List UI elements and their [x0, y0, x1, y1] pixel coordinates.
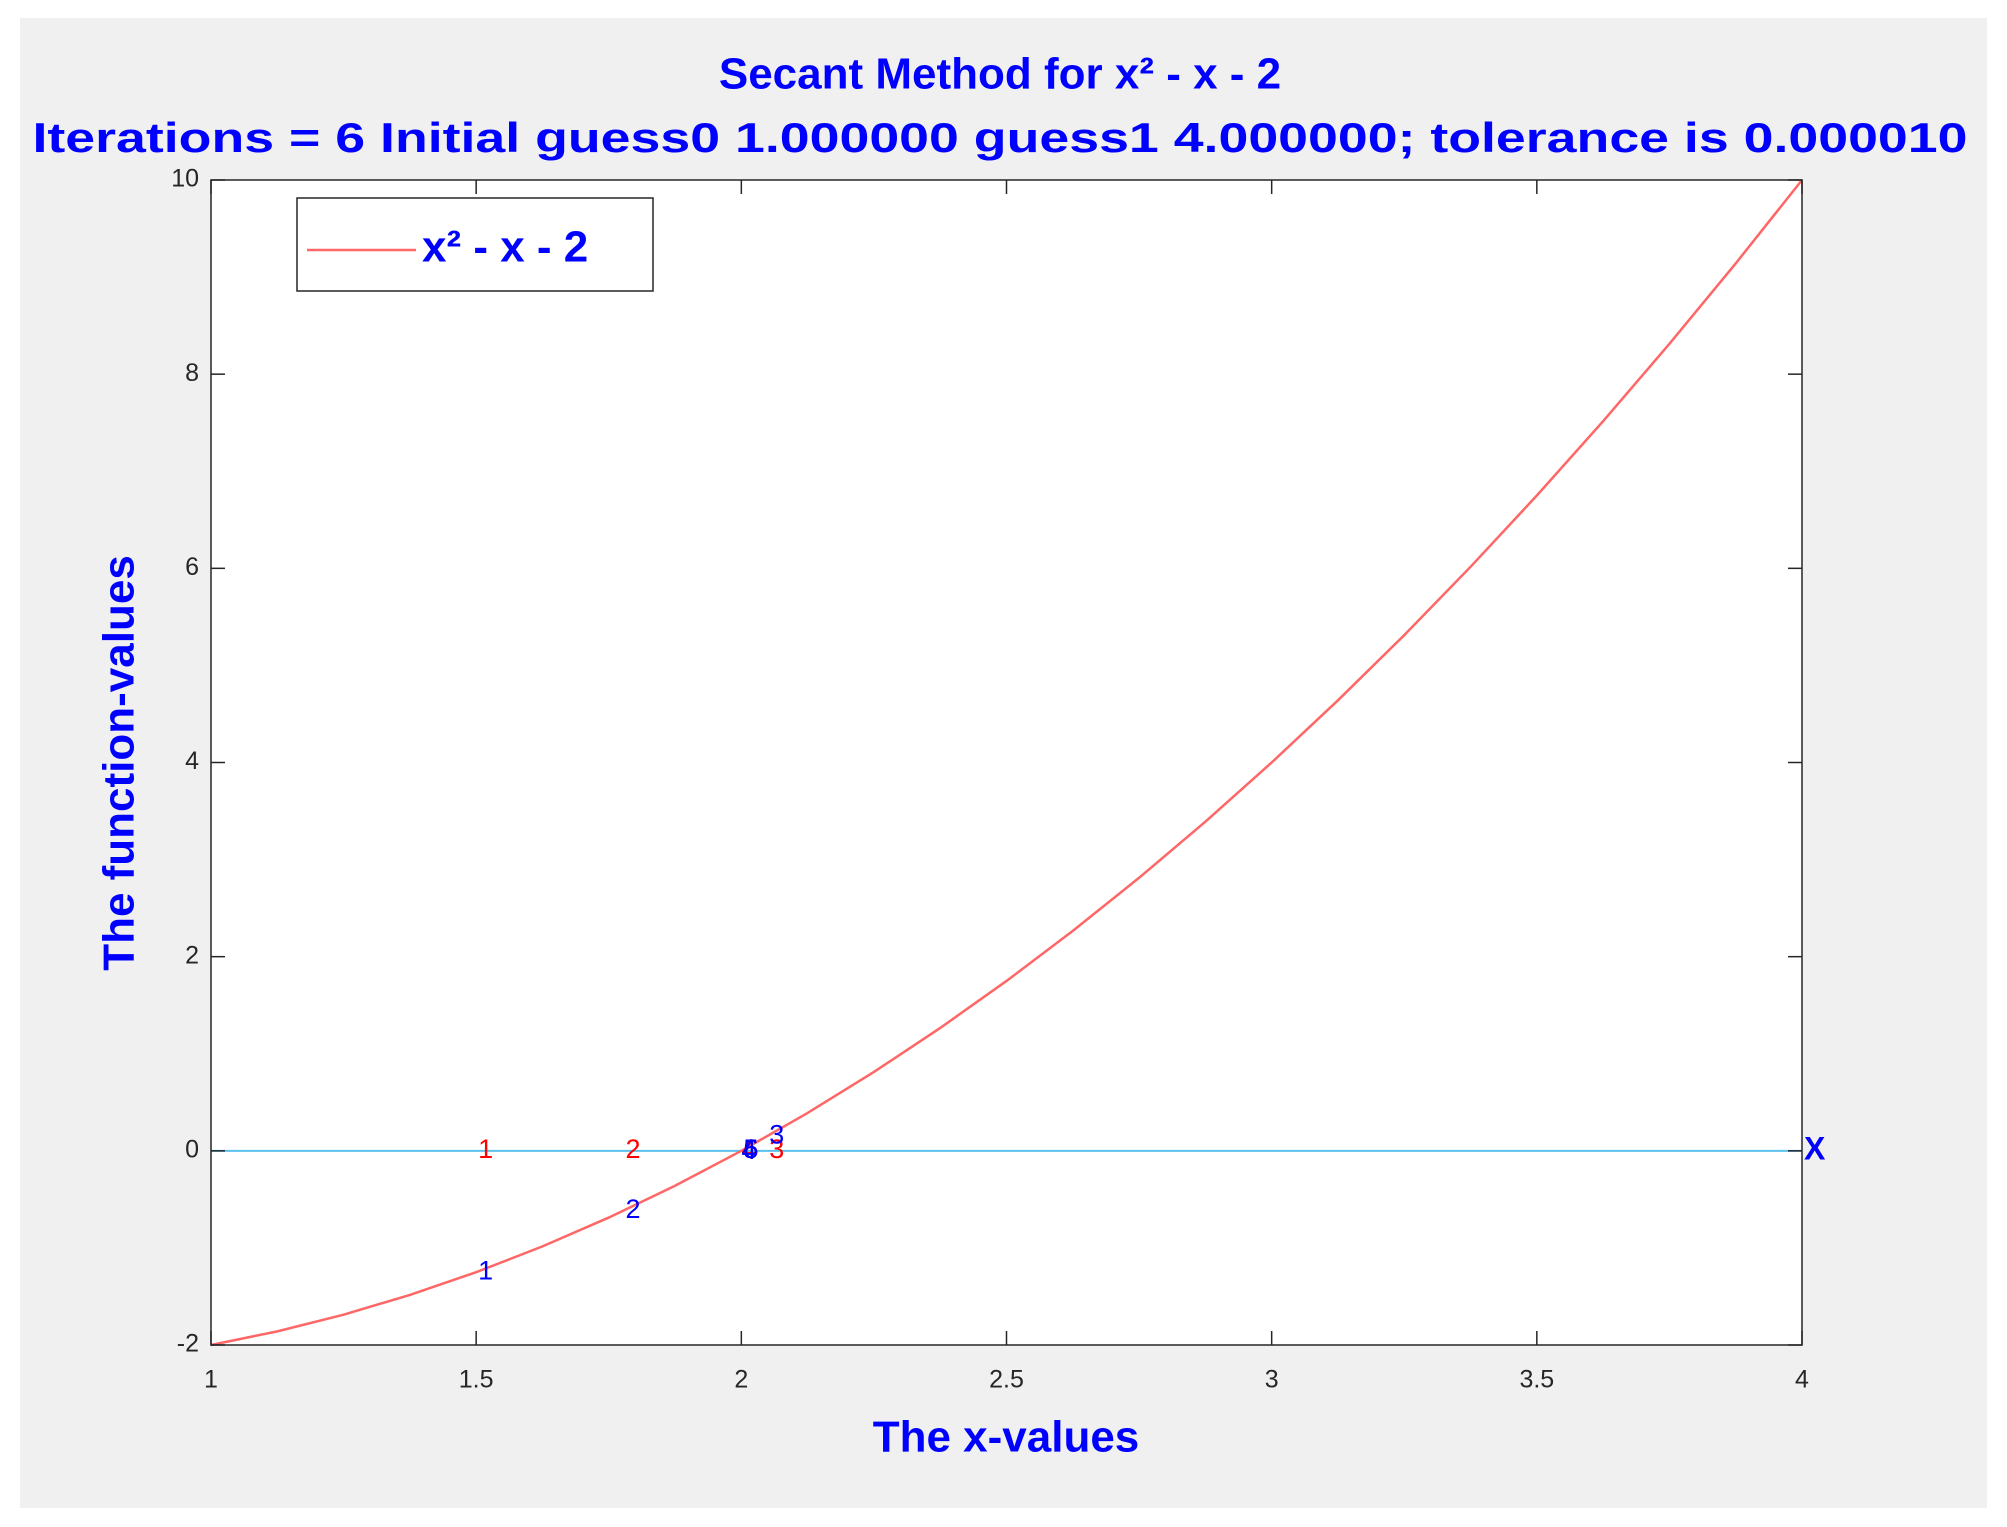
legend-label: x² - x - 2: [422, 223, 588, 272]
legend-box: [296, 197, 654, 292]
annotation: 4: [741, 1135, 756, 1165]
x-axis-label: The x-values: [873, 1413, 1140, 1462]
x-tick-label: 1: [204, 1366, 218, 1394]
annotation: 5: [743, 1134, 758, 1164]
x-tick-label: 2.5: [989, 1366, 1024, 1394]
annotation: 6: [743, 1134, 758, 1164]
x-tick-label: 3.5: [1519, 1366, 1554, 1394]
x-tick-label: 2: [734, 1366, 748, 1394]
y-tick-label: -2: [177, 1330, 199, 1358]
annotation: 2: [625, 1194, 640, 1224]
annotation: X: [1804, 1130, 1826, 1166]
chart-subtitle: Iterations = 6 Initial guess0 1.000000 g…: [33, 114, 1968, 161]
annotation: 1: [478, 1134, 493, 1164]
annotation: 6: [743, 1134, 758, 1164]
y-axis-label: The function-values: [95, 555, 144, 971]
plot-area: [211, 180, 1802, 1345]
annotation: 1: [478, 1255, 493, 1285]
data-line: [210, 179, 1803, 1347]
annotation: 2: [625, 1134, 640, 1164]
y-tick-label: 4: [185, 747, 199, 775]
chart-title: Secant Method for x² - x - 2: [719, 50, 1281, 99]
y-tick-label: 10: [171, 165, 199, 193]
annotation: 3: [769, 1120, 784, 1150]
x-tick-label: 3: [1265, 1366, 1279, 1394]
y-tick-label: 8: [185, 359, 199, 387]
x-tick-label: 4: [1795, 1366, 1809, 1394]
annotation: 4: [741, 1134, 756, 1164]
annotation: 3: [769, 1134, 784, 1164]
y-tick-label: 2: [185, 941, 199, 969]
y-tick-label: 0: [185, 1135, 199, 1163]
annotation: 5: [743, 1134, 758, 1164]
y-tick-label: 6: [185, 553, 199, 581]
x-tick-label: 1.5: [459, 1366, 494, 1394]
